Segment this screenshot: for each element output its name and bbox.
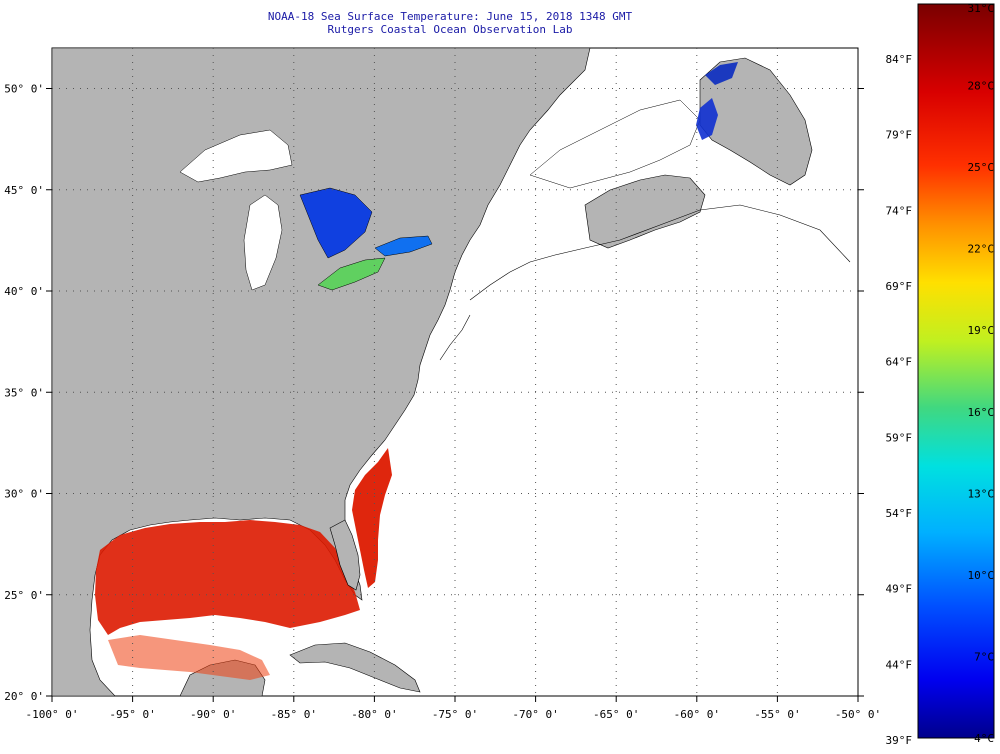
florida-land <box>329 519 361 591</box>
lat-axis: 20° 0' 25° 0' 30° 0' 35° 0' 40° 0' 45° 0' 50° … <box>4 83 864 703</box>
lat-tick-label: 25° 0' <box>4 589 44 602</box>
colorbar-celsius-label: 4°C <box>974 732 994 745</box>
colorbar <box>917 3 995 739</box>
lon-tick-label: -70° 0' <box>512 708 558 721</box>
lon-tick-label: -80° 0' <box>351 708 397 721</box>
colorbar-fahrenheit-label: 84°F <box>886 53 913 66</box>
map-title: NOAA-18 Sea Surface Temperature: June 15… <box>240 10 660 36</box>
lon-tick-label: -65° 0' <box>593 708 639 721</box>
colorbar-fahrenheit-labels: 84°F 79°F 74°F 69°F 64°F 59°F 54°F 49°F 44°F 39°F <box>886 53 913 747</box>
colorbar-fahrenheit-label: 59°F <box>886 431 913 444</box>
colorbar-celsius-label: 10°C <box>968 569 995 582</box>
lon-axis: -100° 0' -95° 0' -90° 0' -85° 0' -80° 0' -75°… <box>26 696 881 721</box>
colorbar-celsius-label: 19°C <box>968 324 995 337</box>
lat-tick-label: 45° 0' <box>4 184 44 197</box>
colorbar-celsius-label: 25°C <box>968 161 995 174</box>
lake-superior <box>179 129 293 183</box>
colorbar-celsius-label: 13°C <box>968 487 995 500</box>
colorbar-fahrenheit-label: 44°F <box>886 658 913 671</box>
newfoundland-land <box>699 57 813 186</box>
lon-tick-label: -100° 0' <box>26 708 79 721</box>
colorbar-fahrenheit-label: 74°F <box>886 204 913 217</box>
title-line-1: NOAA-18 Sea Surface Temperature: June 15… <box>267 10 633 23</box>
lat-tick-label: 20° 0' <box>4 690 44 703</box>
colorbar-celsius-label: 16°C <box>968 406 995 419</box>
lat-tick-label: 35° 0' <box>4 386 44 399</box>
colorbar-fahrenheit-label: 64°F <box>886 356 913 369</box>
lon-tick-label: -55° 0' <box>754 708 800 721</box>
labrador-cold-sst <box>696 98 718 140</box>
colorbar-celsius-label: 7°C <box>974 650 994 663</box>
colorbar-fahrenheit-label: 54°F <box>886 507 913 520</box>
graticule <box>52 48 858 696</box>
colorbar-fahrenheit-label: 69°F <box>886 280 913 293</box>
lon-tick-label: -50° 0' <box>835 708 881 721</box>
lake-ontario <box>374 235 433 257</box>
600ft-contour <box>439 204 851 361</box>
maritimes-land <box>584 174 706 249</box>
lat-tick-label: 30° 0' <box>4 488 44 501</box>
colorbar-celsius-label: 22°C <box>968 243 995 256</box>
lake-huron <box>299 187 373 259</box>
labrador-north-cold-sst <box>705 62 738 85</box>
st-lawrence-water <box>529 99 701 189</box>
colorbar-celsius-labels: 31°C 28°C 25°C 22°C 19°C 16°C 13°C 10°C 7°C 4°C <box>968 2 995 745</box>
gulf-stream-sst <box>352 448 392 588</box>
lon-tick-label: -75° 0' <box>432 708 478 721</box>
title-line-2: Rutgers Coastal Ocean Observation Lab <box>327 23 573 36</box>
lon-tick-label: -95° 0' <box>109 708 155 721</box>
lake-erie <box>317 257 386 291</box>
cuba-land <box>289 642 421 693</box>
lake-michigan <box>243 194 283 291</box>
colorbar-celsius-label: 28°C <box>968 80 995 93</box>
colorbar-fahrenheit-label: 79°F <box>886 129 913 142</box>
gulf-mexico-sst-south <box>108 635 270 680</box>
colorbar-fahrenheit-label: 49°F <box>886 583 913 596</box>
lon-tick-label: -85° 0' <box>271 708 317 721</box>
lat-tick-label: 50° 0' <box>4 83 44 96</box>
lon-tick-label: -90° 0' <box>190 708 236 721</box>
lat-tick-label: 40° 0' <box>4 285 44 298</box>
colorbar-celsius-label: 31°C <box>968 2 995 15</box>
gulf-mexico-sst <box>95 520 360 635</box>
lon-tick-label: -60° 0' <box>674 708 720 721</box>
colorbar-fahrenheit-label: 39°F <box>886 734 913 747</box>
